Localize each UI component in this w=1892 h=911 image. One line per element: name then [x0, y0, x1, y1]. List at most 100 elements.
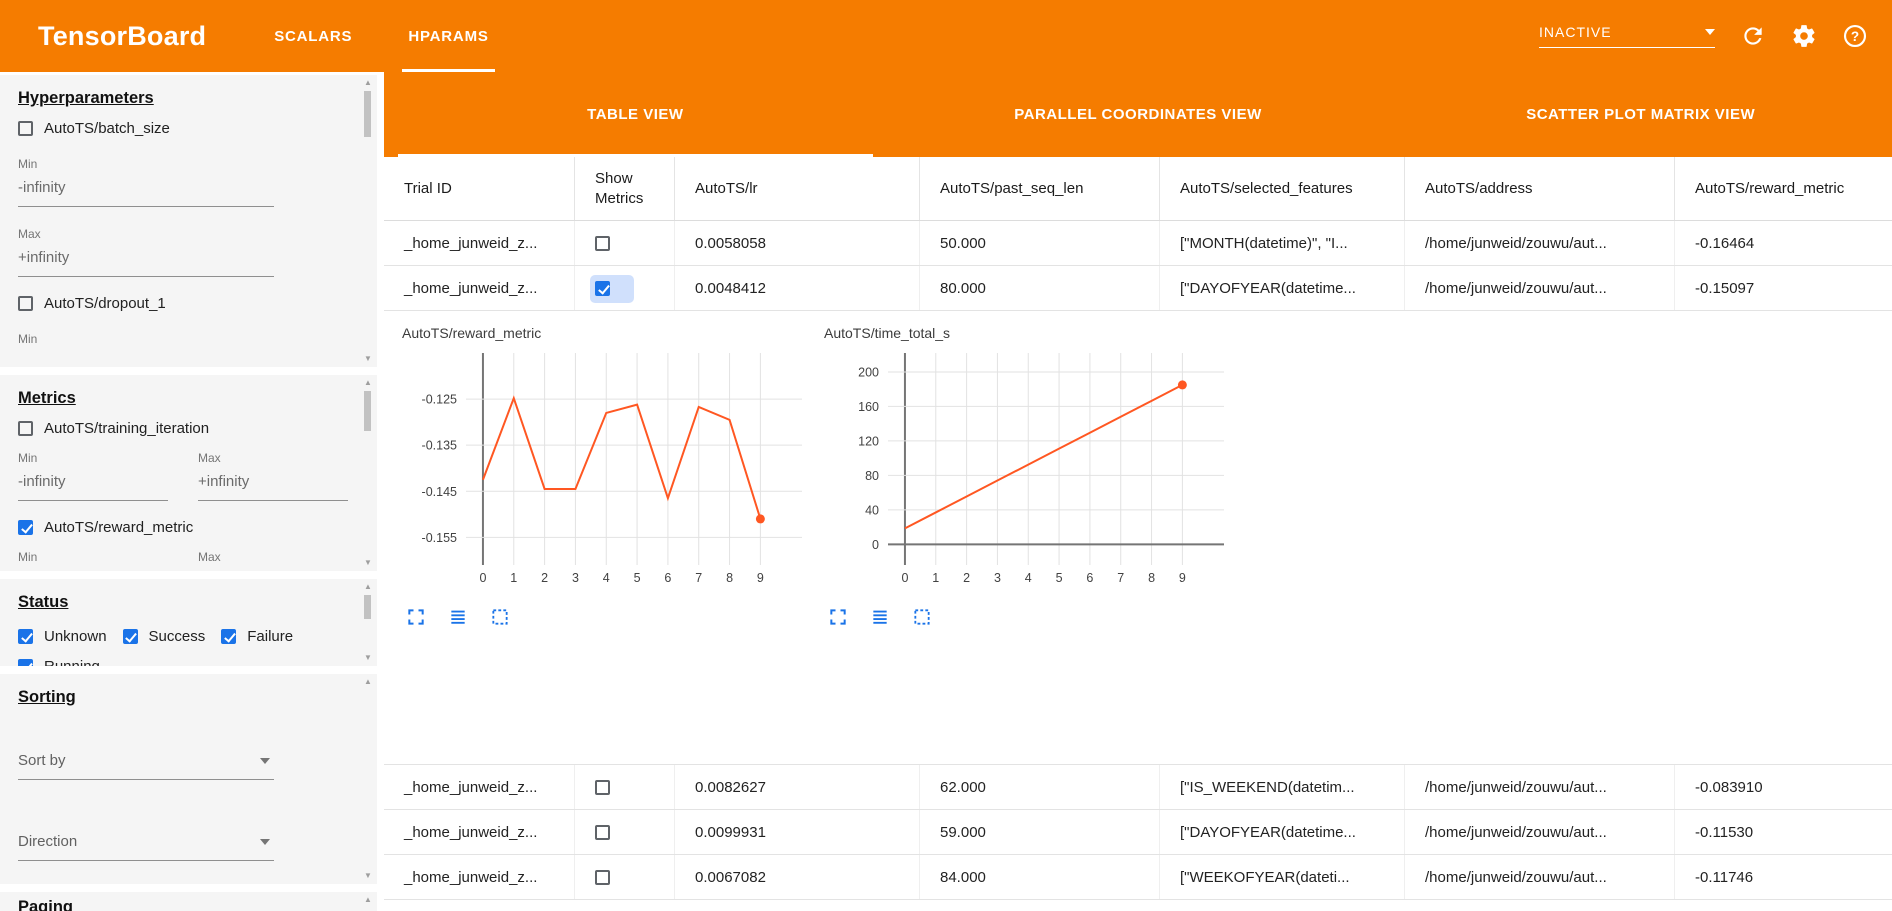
checkbox-icon[interactable] — [18, 121, 33, 136]
column-header-autots-reward-metric[interactable]: AutoTS/reward_metric — [1674, 157, 1892, 220]
time-total-line-chart[interactable]: 0 1 2 3 4 5 6 7 8 9 0 40 80 120 160 200 — [824, 345, 1236, 593]
column-header-autots-past-seq-len[interactable]: AutoTS/past_seq_len — [919, 157, 1159, 220]
max-input[interactable]: +infinity — [18, 241, 274, 277]
checkbox-icon[interactable] — [18, 296, 33, 311]
scroll-down-icon[interactable]: ▼ — [364, 653, 372, 662]
checkbox-icon[interactable] — [18, 629, 33, 644]
scroll-up-icon[interactable]: ▲ — [364, 78, 372, 87]
cell-lr: 0.0048412 — [674, 266, 919, 310]
checkbox-icon[interactable] — [122, 629, 138, 644]
tab-scalars-label: SCALARS — [274, 27, 353, 45]
table-row: _home_junweid_z... 0.0058058 50.000 ["MONTH… — [384, 221, 1892, 266]
paging-title: Paging — [18, 898, 74, 911]
cell-address: /home/junweid/zouwu/aut... — [1404, 221, 1674, 265]
metric-reward-metric-row[interactable]: AutoTS/reward_metric — [18, 519, 357, 536]
min-input[interactable]: -infinity — [18, 171, 274, 207]
column-header-trial-id[interactable]: Trial ID — [384, 157, 574, 220]
cell-show-metrics — [574, 855, 674, 899]
direction-select[interactable]: Direction — [18, 824, 274, 861]
fullscreen-icon[interactable] — [406, 607, 426, 627]
scroll-up-icon[interactable]: ▲ — [364, 378, 372, 387]
sort-by-select[interactable]: Sort by — [18, 743, 274, 780]
tab-scalars[interactable]: SCALARS — [274, 0, 352, 72]
column-header-autots-selected-features[interactable]: AutoTS/selected_features — [1159, 157, 1404, 220]
status-running-row[interactable]: Running — [18, 658, 357, 666]
status-failure-row[interactable]: Failure — [221, 628, 293, 645]
hparam-dropout-row[interactable]: AutoTS/dropout_1 — [18, 295, 357, 312]
show-metrics-checkbox[interactable] — [595, 869, 610, 885]
column-header-label: AutoTS/selected_features — [1180, 179, 1353, 197]
chart-toolbar — [828, 607, 1236, 627]
sort-by-value: Sort by — [18, 752, 66, 769]
column-header-show-metrics[interactable]: Show Metrics — [574, 157, 674, 220]
svg-text:-0.125: -0.125 — [422, 393, 457, 407]
scroll-up-icon[interactable]: ▲ — [364, 582, 372, 591]
scrollbar-thumb[interactable] — [364, 91, 371, 137]
tab-table-view[interactable]: TABLE VIEW — [384, 72, 887, 157]
cell-trial-id: _home_junweid_z... — [404, 823, 538, 841]
cell-past-seq-len: 59.000 — [919, 810, 1159, 854]
scroll-up-icon[interactable]: ▲ — [364, 895, 372, 904]
status-unknown-row[interactable]: Unknown — [18, 628, 107, 645]
cell-selected-features: ["IS_WEEKEND(datetim... — [1159, 765, 1404, 809]
table-rows-top: _home_junweid_z... 0.0058058 50.000 ["MONTH… — [384, 221, 1892, 311]
section-scrollbar[interactable]: ▲ — [362, 895, 374, 908]
section-scrollbar[interactable]: ▲ ▼ — [362, 677, 374, 881]
hparam-dropout-label: AutoTS/dropout_1 — [44, 295, 166, 312]
help-icon[interactable]: ? — [1842, 23, 1868, 49]
show-metrics-checkbox[interactable] — [595, 824, 610, 840]
list-lines-icon[interactable] — [870, 607, 890, 627]
reward-metric-line-chart[interactable]: 0 1 2 3 4 5 6 7 8 9 -0.125 -0.135 -0.145 -0.155 — [402, 345, 814, 593]
dashed-selection-icon[interactable] — [912, 607, 932, 627]
min-input[interactable]: -infinity — [18, 465, 168, 501]
app-title: TensorBoard — [38, 20, 207, 51]
show-metrics-checkbox[interactable] — [595, 235, 610, 251]
list-lines-icon[interactable] — [448, 607, 468, 627]
tab-scatter-plot-matrix-view[interactable]: SCATTER PLOT MATRIX VIEW — [1389, 72, 1892, 157]
checkbox-icon[interactable] — [18, 520, 33, 535]
cell-trial-id: _home_junweid_z... — [404, 778, 538, 796]
dashed-selection-icon[interactable] — [490, 607, 510, 627]
min-label: Min — [18, 332, 38, 346]
scroll-down-icon[interactable]: ▼ — [364, 354, 372, 363]
show-metrics-checkbox[interactable] — [595, 779, 610, 795]
run-status-select[interactable]: INACTIVE — [1539, 24, 1715, 48]
column-header-autots-lr[interactable]: AutoTS/lr — [674, 157, 919, 220]
svg-text:-0.155: -0.155 — [422, 531, 457, 545]
min-label: Min — [18, 157, 38, 171]
section-scrollbar[interactable]: ▲ ▼ — [362, 378, 374, 568]
scrollbar-thumb[interactable] — [364, 391, 371, 431]
svg-text:1: 1 — [510, 571, 517, 585]
tab-hparams[interactable]: HPARAMS — [402, 0, 496, 72]
svg-text:3: 3 — [572, 571, 579, 585]
tab-parallel-coordinates-view[interactable]: PARALLEL COORDINATES VIEW — [887, 72, 1390, 157]
column-header-autots-address[interactable]: AutoTS/address — [1404, 157, 1674, 220]
tab-hparams-label: HPARAMS — [408, 27, 489, 45]
metric-training-iteration-row[interactable]: AutoTS/training_iteration — [18, 420, 357, 437]
svg-text:-0.135: -0.135 — [422, 439, 457, 453]
dropdown-arrow-icon — [1705, 29, 1715, 35]
max-input[interactable]: +infinity — [198, 465, 348, 501]
section-scrollbar[interactable]: ▲ ▼ — [362, 78, 374, 364]
sorting-section: Sorting Sort by Direction ▲ ▼ — [0, 674, 377, 884]
checkbox-icon[interactable] — [18, 659, 33, 666]
scrollbar-thumb[interactable] — [364, 595, 371, 619]
header-controls: INACTIVE ? — [1539, 23, 1868, 49]
section-scrollbar[interactable]: ▲ ▼ — [362, 582, 374, 663]
hparam-batch-size-row[interactable]: AutoTS/batch_size — [18, 120, 357, 137]
scroll-up-icon[interactable]: ▲ — [364, 677, 372, 686]
checkbox-icon[interactable] — [221, 629, 237, 644]
refresh-icon[interactable] — [1740, 23, 1766, 49]
cell-lr: 0.0058058 — [674, 221, 919, 265]
scroll-down-icon[interactable]: ▼ — [364, 558, 372, 567]
cell-lr: 0.0099931 — [674, 810, 919, 854]
status-success-row[interactable]: Success — [122, 628, 205, 645]
settings-gear-icon[interactable] — [1791, 23, 1817, 49]
show-metrics-checkbox[interactable] — [595, 280, 610, 296]
checkbox-icon[interactable] — [18, 421, 33, 436]
scroll-down-icon[interactable]: ▼ — [364, 871, 372, 880]
cell-past-seq-len: 84.000 — [919, 855, 1159, 899]
fullscreen-icon[interactable] — [828, 607, 848, 627]
svg-text:3: 3 — [994, 571, 1001, 585]
